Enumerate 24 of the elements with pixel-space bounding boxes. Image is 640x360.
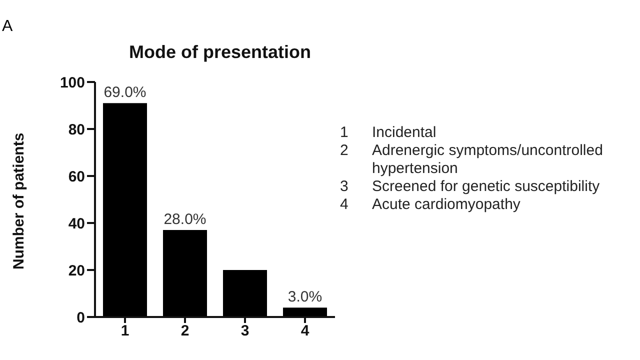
x-tick-label: 3 <box>240 322 250 340</box>
annotation: 69.0% <box>104 84 146 102</box>
y-axis-title: Number of patients <box>10 132 28 270</box>
x-tick-label: 1 <box>120 322 130 340</box>
y-tick-label: 40 <box>68 215 85 232</box>
x-tick-label: 4 <box>300 322 310 340</box>
y-tick-label: 60 <box>68 168 85 186</box>
text: A <box>2 18 13 36</box>
x-tick-label: 2 <box>180 322 190 340</box>
chart-title: Mode of presentation <box>128 42 312 63</box>
y-tick-label: 80 <box>68 121 85 138</box>
text: 2 Adrenergic symptoms/uncontrolled hypertension <box>340 142 603 177</box>
text: 3 Screened for genetic susceptibility <box>340 178 600 195</box>
annotation: 28.0% <box>164 211 206 228</box>
y-tick-label: 0 <box>76 309 85 326</box>
bar <box>283 308 327 317</box>
y-tick-label: 100 <box>60 74 85 92</box>
bar <box>223 270 267 317</box>
text: 1 Incidental <box>340 124 436 141</box>
bar <box>103 103 147 317</box>
bar <box>163 230 207 317</box>
text: 4 Acute cardiomyopathy <box>340 196 520 213</box>
annotation: 3.0% <box>288 288 322 306</box>
y-tick-label: 20 <box>68 262 85 280</box>
